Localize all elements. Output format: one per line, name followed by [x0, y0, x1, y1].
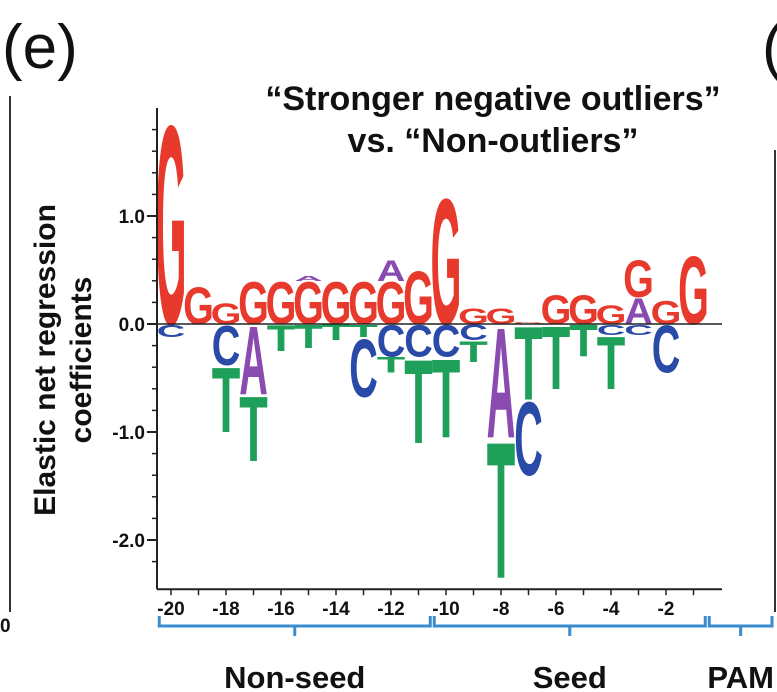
left-edge-tick: 0: [0, 616, 11, 637]
y-tick-label: -2.0: [112, 531, 145, 552]
logo-letter-t: T: [294, 318, 323, 356]
logo-letter-a: A: [487, 296, 516, 472]
x-tick-label: -2: [658, 599, 675, 620]
x-tick-label: -6: [548, 599, 565, 620]
logo-letter-g: G: [211, 298, 242, 331]
logo-letter-a: A: [624, 291, 653, 333]
neighbor-panel-label: (: [762, 13, 777, 82]
x-tick-label: -16: [267, 599, 294, 620]
logo-letter-g: G: [403, 256, 434, 340]
logo-letter-a: A: [294, 274, 323, 282]
logo-letter-c: C: [514, 380, 543, 498]
y-axis-label: Elastic net regression coefficients: [29, 204, 98, 516]
logo-letter-g: G: [266, 270, 297, 337]
logo-letter-g: G: [431, 161, 462, 363]
logo-letter-t: T: [239, 376, 268, 481]
logo-letter-g: G: [321, 270, 352, 337]
logo-letter-g: G: [348, 270, 379, 337]
logo-letter-c: C: [597, 322, 626, 339]
logo-letter-g: G: [678, 236, 709, 345]
logo-letter-g: G: [651, 294, 682, 331]
region-braces: Non-seed Seed PAM: [157, 616, 774, 692]
y-tick-label: 1.0: [119, 207, 145, 228]
region-label: PAM: [707, 660, 774, 692]
x-tick-label: -14: [322, 599, 350, 620]
x-tick-label: -4: [603, 599, 620, 620]
logo-letter-g: G: [623, 250, 654, 309]
region-label: Non-seed: [224, 660, 365, 692]
logo-letter-t: T: [212, 347, 241, 452]
logo-letter-g: G: [183, 277, 214, 336]
logo-letter-c: C: [349, 321, 378, 414]
logo-letter-t: T: [542, 308, 571, 408]
logo-letter-t: T: [514, 305, 543, 423]
chart-title-line-1: “Stronger negative outliers”: [265, 80, 720, 118]
y-axis-label-line-2: coefficients: [65, 277, 98, 444]
logo-letter-t: T: [569, 315, 598, 366]
logo-letter-c: C: [157, 321, 186, 341]
region-label: Seed: [533, 660, 607, 692]
chart-title-line-2: vs. “Non-outliers”: [348, 122, 639, 160]
x-tick-label: -10: [432, 599, 459, 620]
logo-letter-t: T: [377, 352, 406, 377]
logo-letter-t: T: [404, 336, 433, 469]
logo-letter-c: C: [652, 312, 681, 388]
y-tick-label: 0.0: [119, 315, 145, 336]
logo-letter-t: T: [487, 403, 516, 620]
region-brace: [432, 616, 707, 636]
logo-letter-g: G: [513, 321, 544, 324]
logo-letter-t: T: [432, 337, 461, 462]
axes: 1.0 0.0 -1.0 -2.0 -20 -18 -16 -14 -12 -10 -8 -6 -4 -2: [112, 108, 722, 620]
x-tick-label: -18: [212, 599, 239, 620]
x-tick-label: -8: [493, 599, 510, 620]
logo-letter-g: G: [293, 270, 324, 337]
logo-letter-g: G: [568, 286, 599, 333]
logo-letter-g: G: [541, 286, 572, 333]
logo-letter-c: C: [212, 315, 241, 378]
y-tick-label: -1.0: [112, 423, 145, 444]
logo-letter-a: A: [377, 254, 406, 287]
logo-letter-c: C: [624, 322, 653, 339]
region-brace: [707, 616, 774, 636]
logo-letter-t: T: [597, 322, 626, 406]
logo-letter-t: T: [349, 321, 378, 341]
x-tick-label: -20: [157, 599, 184, 620]
logo-letter-t: T: [459, 335, 488, 369]
logo-letter-g: G: [596, 300, 627, 330]
region-brace: [157, 616, 432, 636]
logo-letter-g: G: [156, 68, 187, 386]
x-tick-label: -12: [377, 599, 404, 620]
logo-letter-g: G: [376, 270, 407, 337]
panel-label: (e): [2, 13, 78, 82]
logo-letter-g: G: [238, 270, 269, 337]
y-axis-label-line-1: Elastic net regression: [29, 204, 62, 516]
